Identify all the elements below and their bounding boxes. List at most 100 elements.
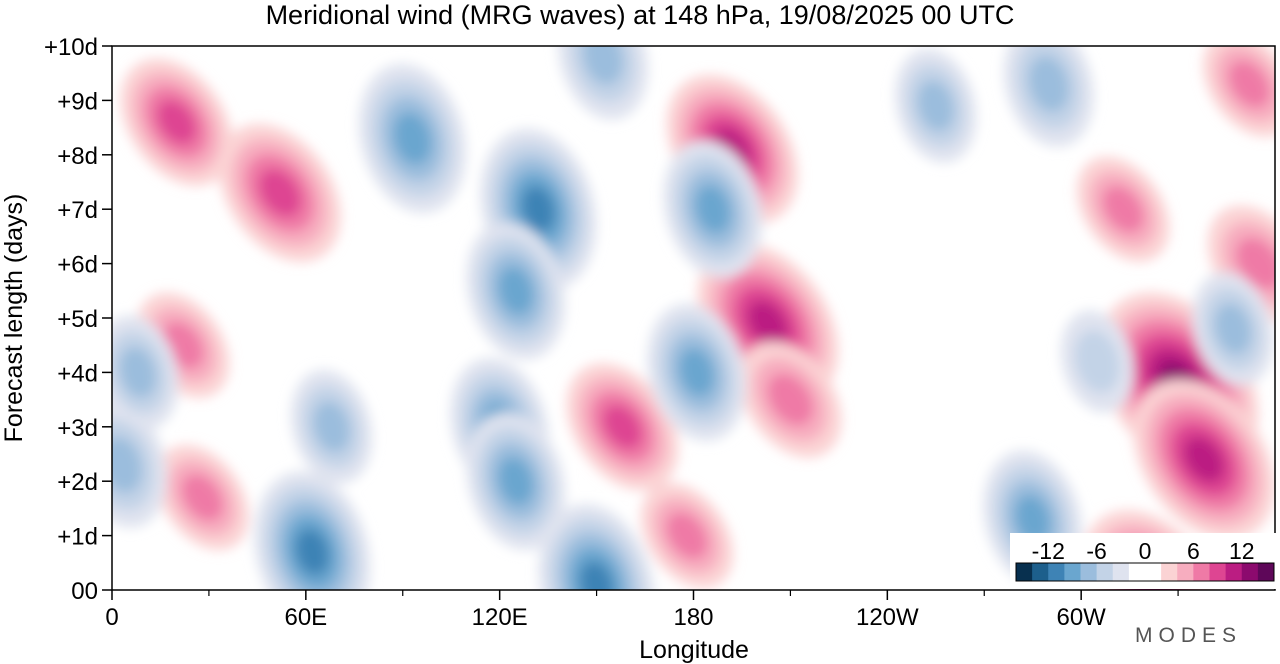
positive-wind-anomaly-11 — [1076, 156, 1170, 262]
contour-band — [181, 474, 224, 521]
contour-band — [583, 46, 624, 85]
contour-band — [666, 512, 708, 559]
colorbar-swatch — [1209, 563, 1227, 581]
negative-wind-anomaly-22 — [254, 471, 371, 590]
x-tick-label: 120E — [472, 604, 528, 631]
positive-wind-anomaly-6 — [120, 58, 233, 186]
contour-band — [767, 373, 814, 426]
y-axis-label: Forecast length (days) — [0, 194, 28, 443]
contour-band — [521, 186, 556, 233]
positive-wind-anomaly-10 — [640, 483, 734, 589]
y-tick-label: +8d — [57, 143, 98, 170]
x-tick-label: 60E — [284, 604, 327, 631]
colorbar-swatch — [1145, 563, 1162, 581]
contour-band — [157, 100, 197, 145]
x-tick-label: 180 — [673, 604, 713, 631]
y-axis: 00 +1d +2d +3d +4d +5d +6d +7d +8d +9d +10d — [44, 34, 112, 605]
colorbar-label: -12 — [1032, 538, 1065, 564]
y-tick-label: +1d — [57, 524, 98, 551]
colorbar-swatch — [1064, 563, 1081, 581]
colorbar-swatch — [1128, 563, 1146, 581]
y-tick-label: +6d — [57, 252, 98, 279]
colorbar-legend: -12 -6 0 6 12 — [1010, 533, 1278, 589]
colorbar-swatch — [1193, 563, 1210, 581]
y-tick-label: +9d — [57, 88, 98, 115]
colorbar-label: 0 — [1139, 538, 1152, 564]
negative-wind-anomaly-23 — [538, 504, 655, 590]
contour-band — [1074, 330, 1120, 393]
x-tick-label: 60W — [1056, 604, 1106, 631]
colorbar-swatch — [1080, 563, 1098, 581]
negative-wind-anomaly-21 — [647, 303, 747, 442]
x-tick-label: 0 — [105, 604, 118, 631]
colorbar-swatch — [1161, 563, 1178, 581]
contour-band — [1028, 56, 1069, 113]
negative-wind-anomaly-16 — [466, 222, 566, 360]
contour-band — [1236, 237, 1275, 290]
contour-band — [679, 348, 714, 397]
contour-band — [1015, 495, 1050, 544]
positive-wind-anomaly-7 — [566, 363, 679, 491]
y-tick-label: +4d — [57, 360, 98, 387]
contour-band — [1102, 185, 1144, 233]
contour-band — [313, 401, 350, 453]
negative-wind-anomaly-31 — [557, 46, 649, 120]
y-tick-label: +7d — [57, 197, 98, 224]
negative-wind-anomaly-32 — [1060, 310, 1134, 413]
colorbar-label: 12 — [1229, 538, 1255, 564]
contour-band — [1228, 60, 1270, 108]
positive-wind-anomaly-4 — [1133, 379, 1275, 540]
y-tick-label: +3d — [57, 415, 98, 442]
colorbar-swatch — [1048, 563, 1065, 581]
negative-wind-anomaly-19 — [358, 63, 467, 214]
negative-wind-anomaly-30 — [290, 369, 373, 484]
colorbar-label: 6 — [1187, 538, 1200, 564]
contour-band — [1214, 303, 1252, 355]
colorbar-swatch — [1257, 563, 1275, 581]
chart-title: Meridional wind (MRG waves) at 148 hPa, … — [266, 0, 1015, 30]
x-tick-label: 120W — [856, 604, 919, 631]
colorbar-swatch — [1225, 563, 1243, 581]
colorbar-swatch — [1177, 563, 1194, 581]
x-axis: 0 60E 120E 180 120W 60W — [105, 590, 1179, 631]
negative-wind-anomaly-20 — [663, 140, 763, 278]
contour-band — [498, 457, 534, 506]
contour-band — [695, 185, 731, 234]
contour-band — [1183, 436, 1225, 483]
contour-band — [498, 266, 534, 315]
negative-wind-anomaly-25 — [1003, 46, 1094, 147]
colorbar-swatch — [1112, 563, 1130, 581]
negative-wind-anomaly-26 — [1192, 271, 1274, 386]
colorbar-swatch — [1096, 563, 1114, 581]
contour-band — [602, 404, 642, 449]
modes-logo: MODES — [1135, 624, 1243, 647]
positive-wind-anomaly-1 — [739, 341, 842, 458]
contour-band — [393, 112, 432, 165]
contour-band — [112, 436, 142, 493]
y-tick-label: +2d — [57, 469, 98, 496]
negative-wind-anomaly-29 — [112, 315, 179, 430]
contour-band — [258, 168, 302, 217]
contour-band — [295, 528, 329, 575]
y-tick-label: 00 — [71, 578, 98, 605]
y-tick-label: +5d — [57, 306, 98, 333]
positive-wind-anomaly-13 — [1202, 46, 1275, 137]
contour-band — [119, 347, 156, 398]
colorbar-swatch — [1016, 563, 1033, 581]
y-tick-label: +10d — [44, 34, 98, 61]
contour-band — [917, 80, 954, 132]
positive-wind-anomaly-5 — [219, 123, 341, 262]
x-axis-label: Longitude — [639, 636, 749, 664]
negative-wind-anomaly-18 — [466, 412, 566, 550]
positive-wind-anomaly-9 — [156, 444, 249, 551]
colorbar-swatch — [1032, 563, 1049, 581]
colorbar-swatch — [1241, 563, 1259, 581]
contour-field — [112, 46, 1275, 590]
negative-wind-anomaly-24 — [895, 48, 977, 163]
colorbar-frame — [1015, 562, 1275, 582]
contour-band — [579, 561, 614, 590]
contour-band — [747, 300, 788, 347]
negative-wind-anomaly-28 — [112, 402, 167, 528]
